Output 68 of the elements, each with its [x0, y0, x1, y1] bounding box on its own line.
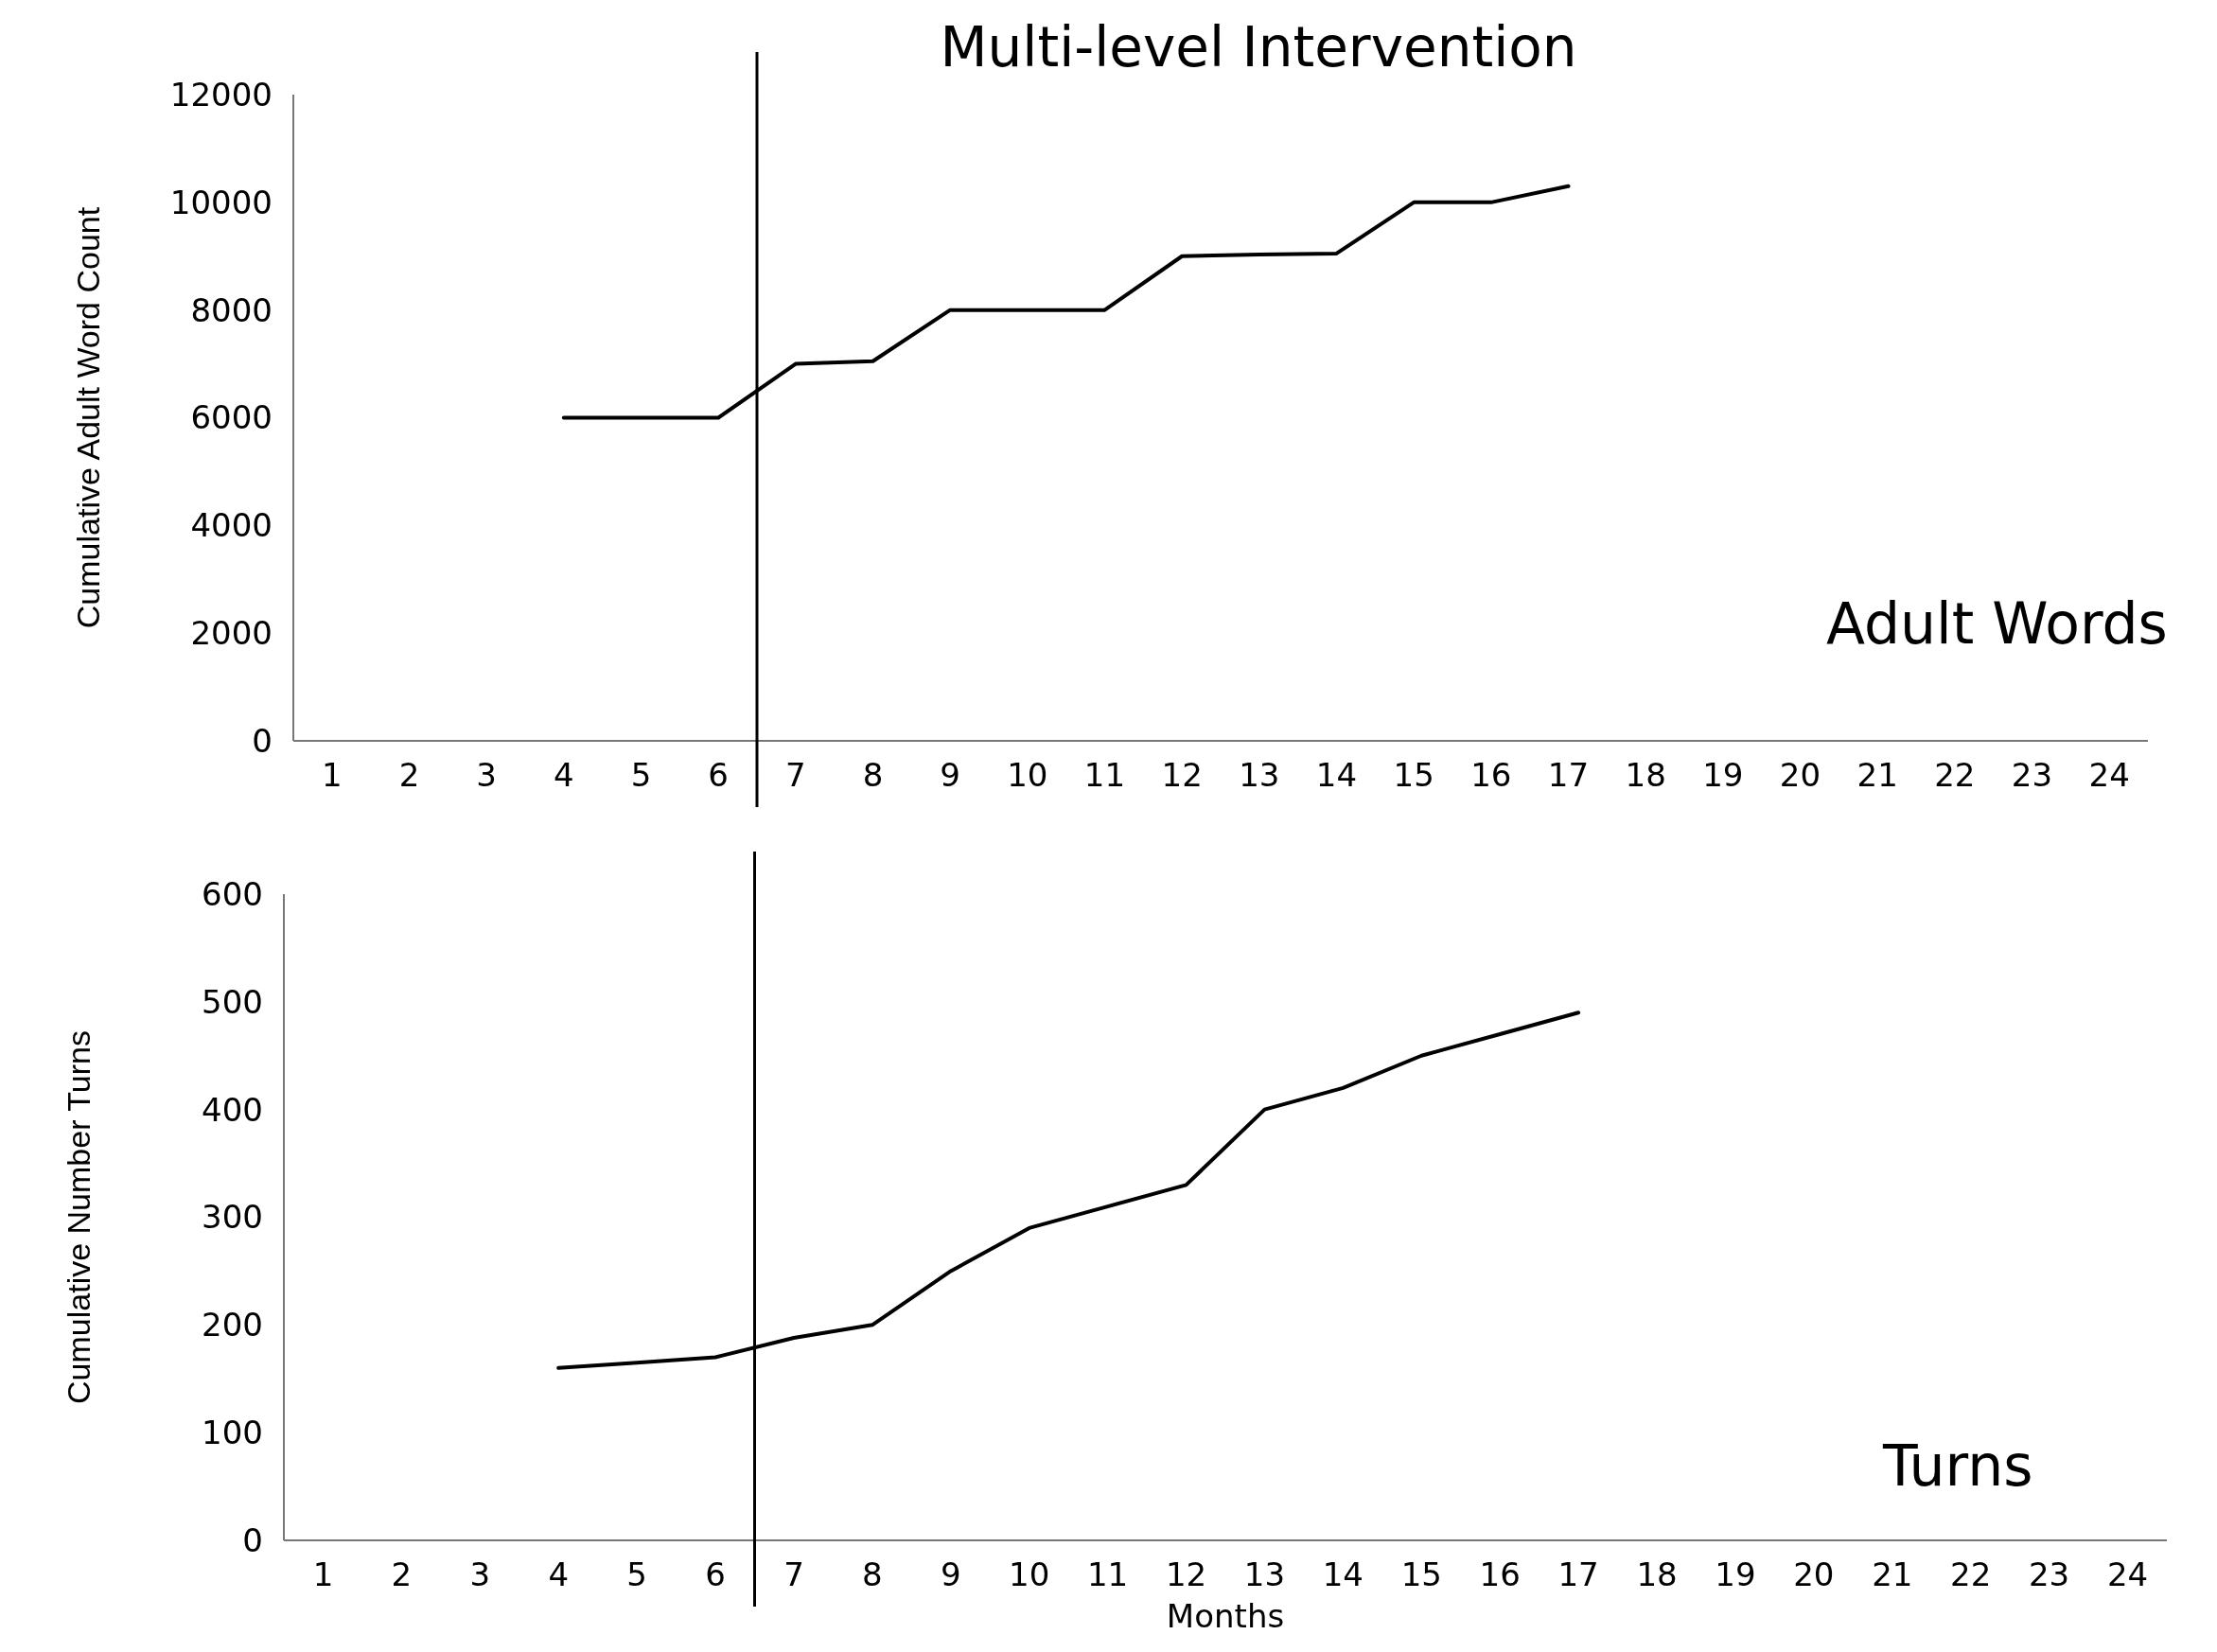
- x-tick-label: 12: [1161, 756, 1203, 794]
- x-tick-label: 24: [2088, 756, 2130, 794]
- x-tick-label: 21: [1872, 1555, 1913, 1593]
- x-tick-label: 7: [785, 756, 806, 794]
- x-tick-label: 9: [940, 756, 960, 794]
- x-tick-label: 14: [1315, 756, 1358, 794]
- x-tick-label: 22: [1934, 756, 1976, 794]
- x-tick-label: 5: [630, 756, 652, 794]
- x-tick-label: 22: [1950, 1555, 1992, 1593]
- x-tick-label: 3: [469, 1555, 491, 1593]
- y-tick-label: 600: [202, 874, 263, 913]
- x-tick-label: 15: [1393, 756, 1434, 794]
- x-tick-label: 5: [626, 1555, 647, 1593]
- x-tick-label: 10: [1007, 756, 1048, 794]
- annotation: Turns: [1882, 1432, 2033, 1499]
- x-tick-label: 6: [708, 756, 729, 794]
- y-tick-label: 100: [202, 1414, 263, 1452]
- x-tick-label: 19: [1702, 756, 1744, 794]
- x-tick-label: 16: [1470, 756, 1512, 794]
- y-tick-label: 12000: [169, 75, 273, 114]
- chart-title: Multi-level Intervention: [940, 15, 1577, 79]
- x-tick-label: 7: [783, 1555, 804, 1593]
- annotation: Adult Words: [1826, 590, 2168, 657]
- y-tick-label: 10000: [169, 183, 273, 221]
- x-tick-label: 23: [2011, 756, 2053, 794]
- x-axis-title: Months: [1166, 1597, 1285, 1635]
- x-tick-label: 17: [1547, 756, 1590, 794]
- x-tick-label: 1: [312, 1555, 334, 1593]
- y-tick-label: 2000: [190, 614, 273, 653]
- x-tick-label: 8: [862, 756, 884, 794]
- x-tick-label: 12: [1165, 1555, 1207, 1593]
- x-tick-label: 18: [1625, 756, 1666, 794]
- x-tick-label: 24: [2106, 1555, 2149, 1593]
- x-tick-label: 6: [705, 1555, 726, 1593]
- y-tick-label: 300: [202, 1198, 263, 1237]
- y-tick-label: 6000: [190, 398, 273, 437]
- y-tick-label: 0: [252, 721, 273, 760]
- x-tick-label: 4: [554, 756, 574, 794]
- y-axis-title: Cumulative Number Turns: [61, 1030, 97, 1404]
- y-axis-title: Cumulative Adult Word Count: [70, 206, 106, 629]
- x-tick-label: 13: [1243, 1555, 1286, 1593]
- x-tick-label: 13: [1239, 756, 1280, 794]
- x-tick-label: 3: [476, 756, 497, 794]
- y-tick-label: 200: [202, 1306, 263, 1344]
- y-tick-label: 500: [202, 982, 263, 1021]
- x-tick-label: 11: [1086, 1555, 1129, 1593]
- y-tick-label: 0: [242, 1520, 263, 1559]
- x-tick-label: 21: [1856, 756, 1898, 794]
- x-tick-label: 23: [2028, 1555, 2070, 1593]
- x-tick-label: 1: [322, 756, 343, 794]
- x-tick-label: 10: [1009, 1555, 1050, 1593]
- x-tick-label: 14: [1322, 1555, 1364, 1593]
- x-tick-label: 8: [862, 1555, 883, 1593]
- x-tick-label: 17: [1557, 1555, 1599, 1593]
- x-tick-label: 2: [398, 756, 420, 794]
- y-tick-label: 4000: [190, 506, 273, 545]
- x-tick-label: 9: [940, 1555, 961, 1593]
- x-tick-label: 11: [1083, 756, 1126, 794]
- y-tick-label: 400: [202, 1090, 263, 1129]
- x-tick-label: 18: [1636, 1555, 1678, 1593]
- x-tick-label: 15: [1400, 1555, 1442, 1593]
- x-tick-label: 16: [1479, 1555, 1521, 1593]
- y-tick-label: 8000: [190, 290, 273, 329]
- x-tick-label: 2: [391, 1555, 413, 1593]
- x-tick-label: 4: [548, 1555, 570, 1593]
- x-tick-label: 20: [1793, 1555, 1835, 1593]
- x-tick-label: 19: [1715, 1555, 1756, 1593]
- x-tick-label: 20: [1779, 756, 1821, 794]
